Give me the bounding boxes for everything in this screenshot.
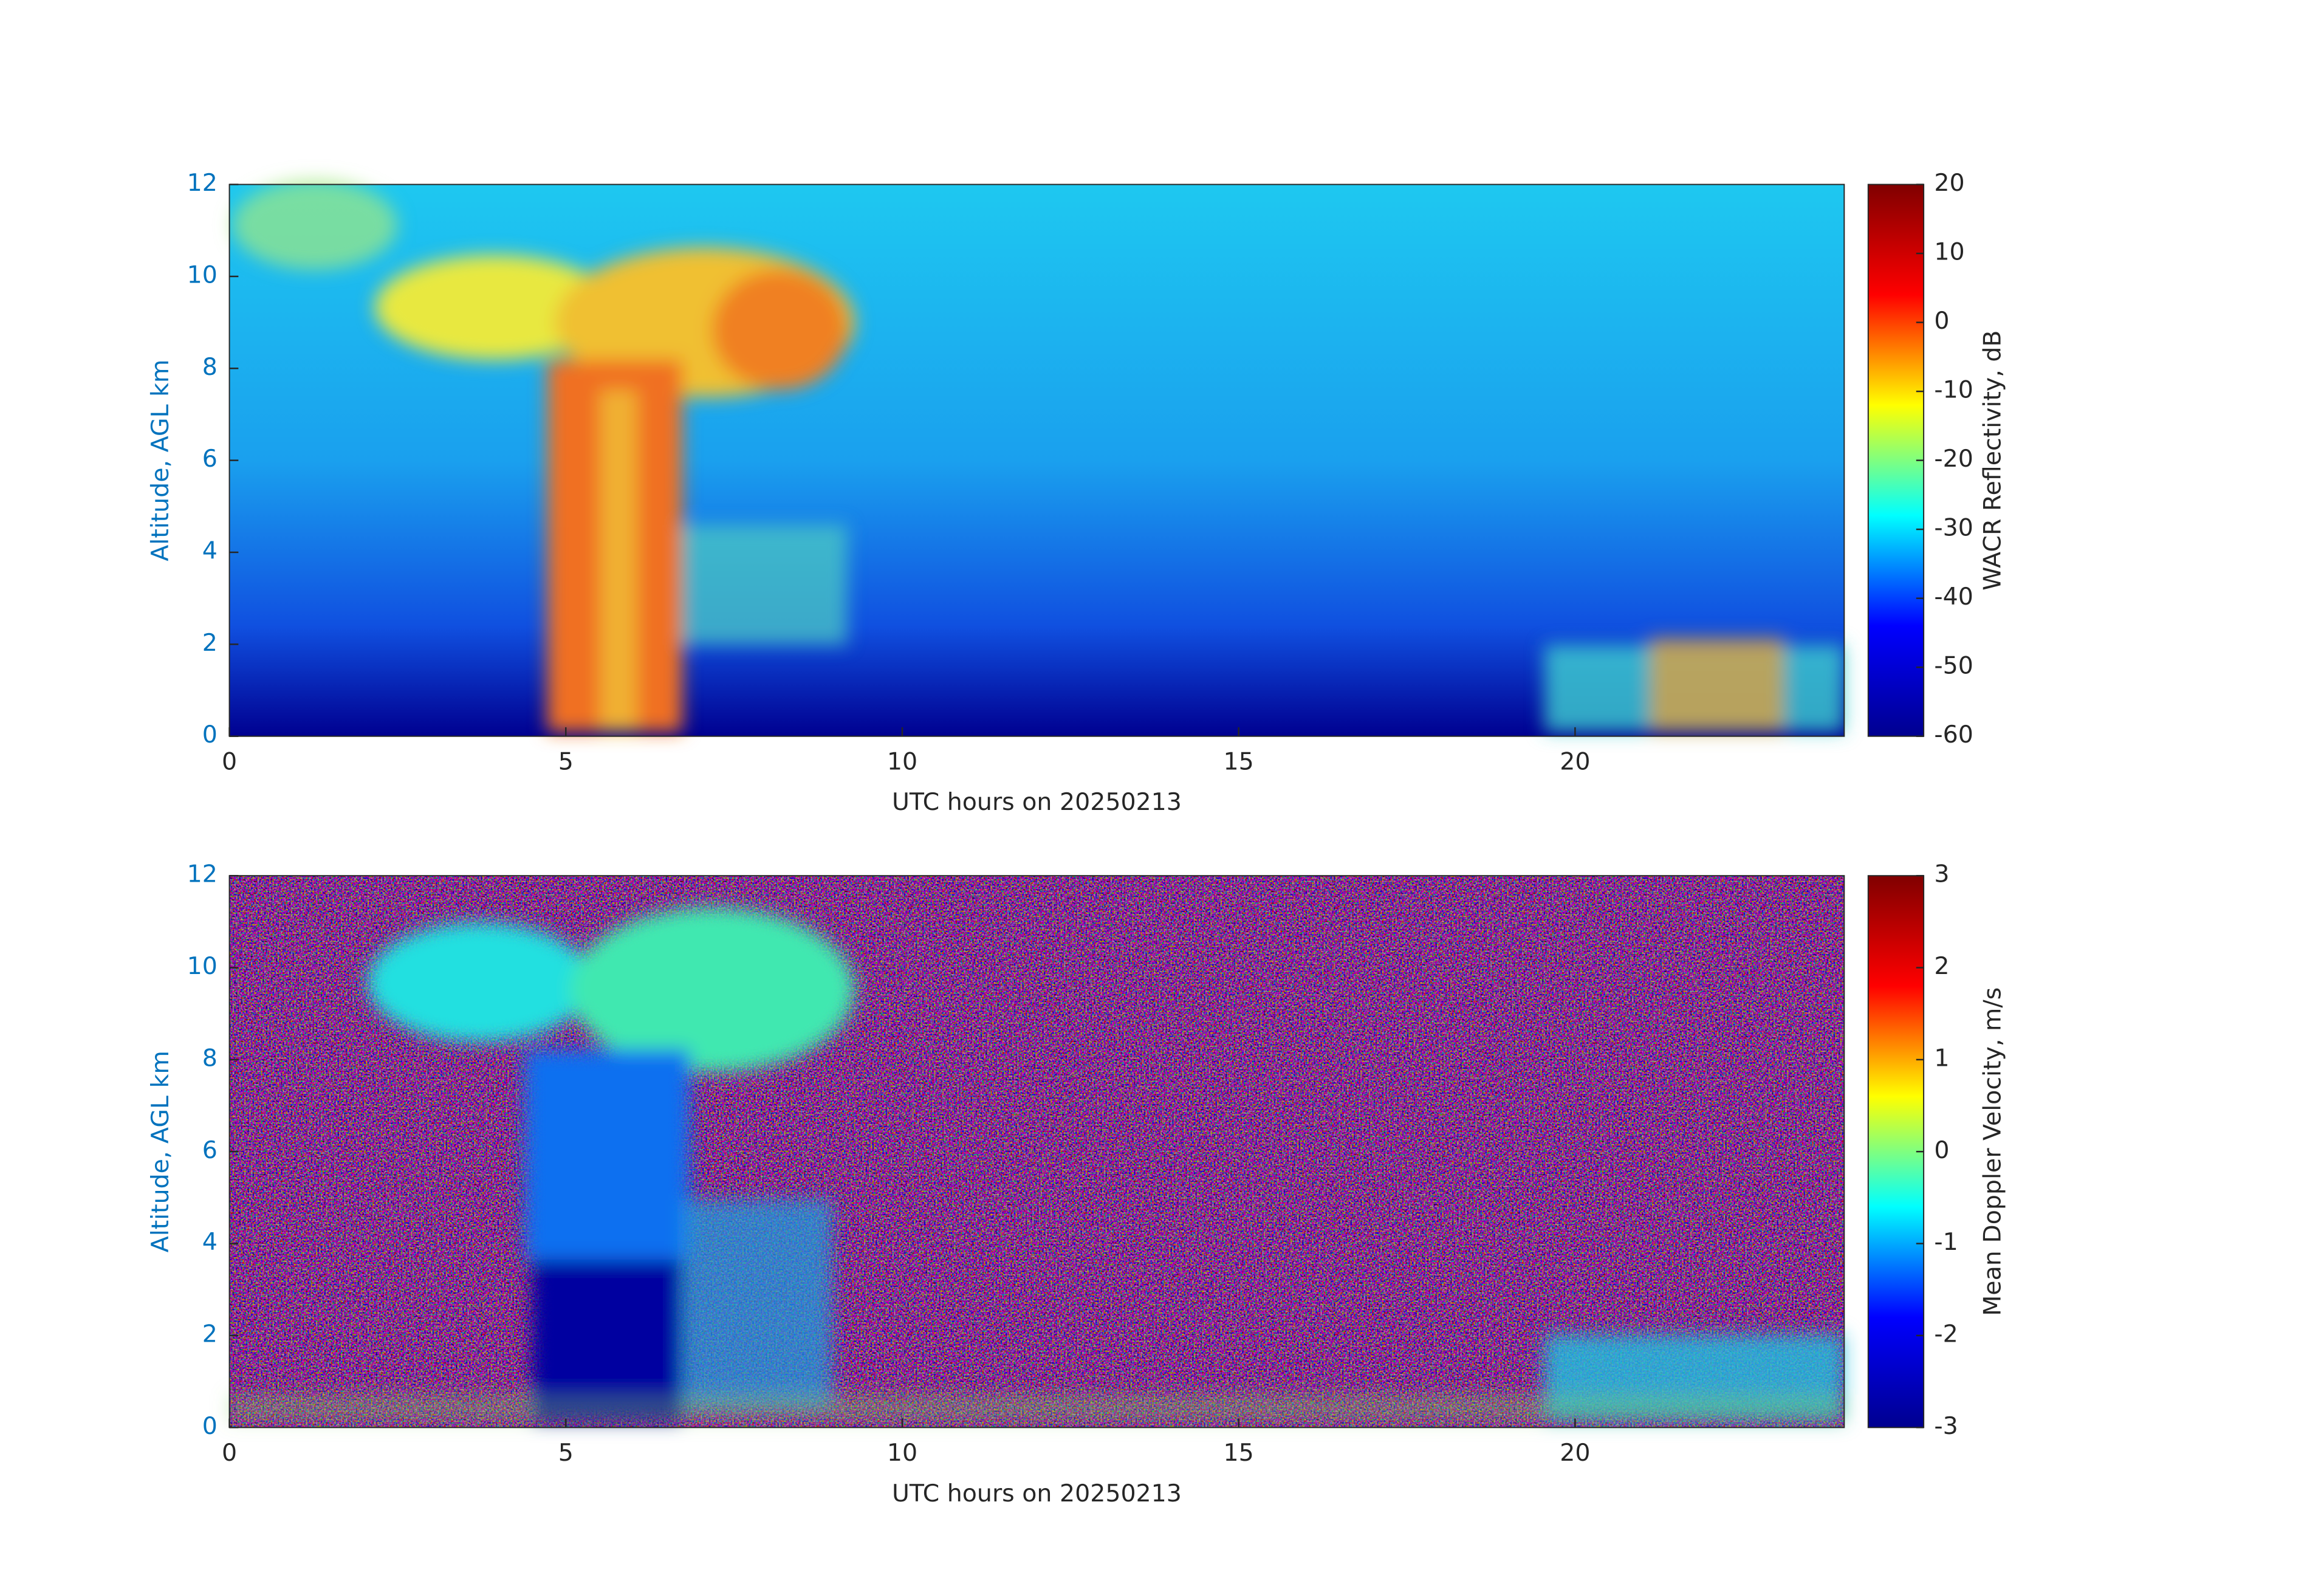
colorbar — [1867, 875, 1925, 1429]
x-tick-label: 10 — [887, 748, 917, 776]
colorbar-tick-label: 2 — [1934, 952, 1949, 980]
colorbar-tick-label: -3 — [1934, 1412, 1958, 1440]
x-tick-label: 20 — [1560, 1439, 1590, 1467]
x-tick-label: 15 — [1224, 1439, 1254, 1467]
colorbar-tick-label: -1 — [1934, 1228, 1958, 1256]
y-tick-label: 2 — [202, 1320, 218, 1348]
y-tick-label: 10 — [187, 261, 218, 289]
y-tick-label: 6 — [202, 1136, 218, 1164]
y-tick-label: 12 — [187, 169, 218, 197]
colorbar-tick-label: 20 — [1934, 169, 1964, 197]
velocity-field — [229, 876, 1845, 1428]
y-tick-label: 10 — [187, 952, 218, 980]
y-tick-label: 12 — [187, 860, 218, 888]
x-tick-label: 0 — [222, 748, 237, 776]
y-tick-label: 2 — [202, 629, 218, 657]
y-tick-label: 0 — [202, 721, 218, 749]
colorbar-tick-label: -10 — [1934, 376, 1973, 404]
colorbar-tick-label: -60 — [1934, 721, 1973, 749]
colorbar-label: WACR Reflectivity, dB — [1979, 330, 2007, 590]
x-tick-label: 5 — [558, 1439, 574, 1467]
y-tick-label: 4 — [202, 1228, 218, 1256]
reflectivity-field — [229, 180, 1845, 736]
colorbar-tick-label: 3 — [1934, 860, 1949, 888]
colorbar-tick-label: -20 — [1934, 445, 1973, 473]
cloud-shapes — [229, 907, 1845, 1422]
colorbar-label: Mean Doppler Velocity, m/s — [1979, 987, 2007, 1316]
y-tick-label: 8 — [202, 1044, 218, 1072]
y-axis-label: Altitude, AGL km — [146, 360, 174, 561]
colorbar-tick-label: 0 — [1934, 307, 1949, 335]
x-tick-label: 5 — [558, 748, 574, 776]
x-axis-label: UTC hours on 20250213 — [892, 788, 1182, 816]
x-tick-label: 0 — [222, 1439, 237, 1467]
colorbar-tick-label: 0 — [1934, 1136, 1949, 1164]
y-axis-label: Altitude, AGL km — [146, 1051, 174, 1252]
x-axis-label: UTC hours on 20250213 — [892, 1480, 1182, 1508]
colorbar-tick-label: -50 — [1934, 652, 1973, 680]
y-tick-label: 4 — [202, 537, 218, 564]
y-tick-label: 0 — [202, 1412, 218, 1440]
colorbar — [1867, 184, 1925, 737]
colorbar-tick-label: -40 — [1934, 583, 1973, 611]
colorbar-tick-label: -30 — [1934, 514, 1973, 542]
cloud-shapes — [232, 180, 1845, 732]
x-tick-label: 20 — [1560, 748, 1590, 776]
y-tick-label: 8 — [202, 353, 218, 381]
colorbar-tick-label: -2 — [1934, 1320, 1958, 1348]
x-tick-label: 10 — [887, 1439, 917, 1467]
x-tick-label: 15 — [1224, 748, 1254, 776]
colorbar-tick-label: 10 — [1934, 238, 1964, 266]
y-tick-label: 6 — [202, 445, 218, 473]
colorbar-tick-label: 1 — [1934, 1044, 1949, 1072]
